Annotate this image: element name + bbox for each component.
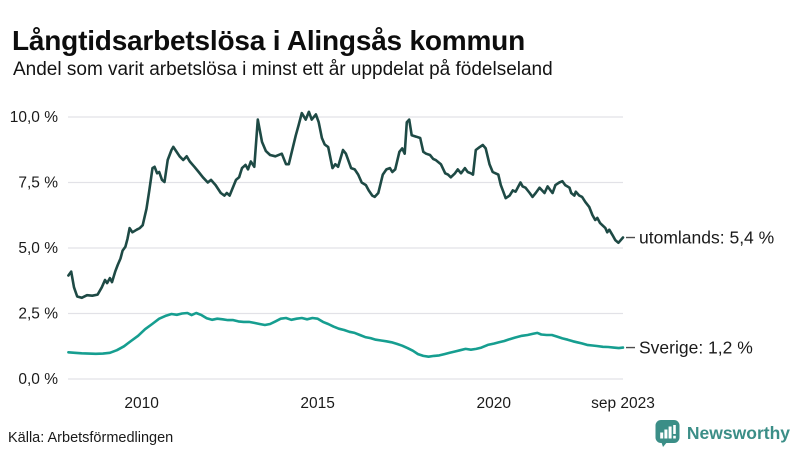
logo-exclamation-stem [673,425,676,434]
chart-subtitle: Andel som varit arbetslösa i minst ett å… [13,59,553,80]
y-axis-tick-label: 5,0 % [18,240,58,257]
y-axis-tick-label: 2,5 % [18,306,58,323]
series-line-utomlands [67,110,625,300]
logo-bar-1 [660,432,664,439]
series-line-Sverige [67,311,625,359]
logo-bar-3 [668,426,672,439]
newsworthy-logo-icon [655,420,680,447]
x-axis-tick-label: 2010 [124,395,159,412]
x-axis-tick-label: 2015 [300,395,334,412]
y-axis-tick-label: 7,5 % [18,175,58,192]
y-axis-tick-label: 10,0 % [10,109,58,126]
newsworthy-brand: Newsworthy [655,419,790,447]
source-note: Källa: Arbetsförmedlingen [8,430,174,446]
x-axis-tick-label: sep 2023 [591,395,655,412]
y-axis-tick-label: 0,0 % [18,371,58,388]
logo-exclamation-dot [673,435,676,439]
series-end-label-utomlands: utomlands: 5,4 % [639,228,774,248]
brand-name: Newsworthy [686,422,790,443]
series-end-label-Sverige: Sverige: 1,2 % [639,338,753,358]
logo-bar-2 [664,429,668,439]
page-title: Långtidsarbetslösa i Alingsås kommun [12,24,525,56]
x-axis-tick-label: 2020 [477,395,512,412]
